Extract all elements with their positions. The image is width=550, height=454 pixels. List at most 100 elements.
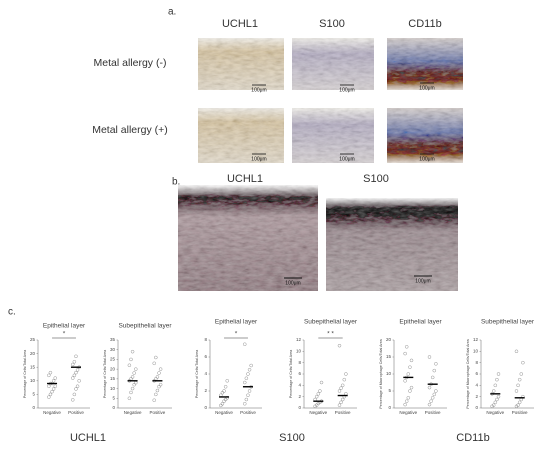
data-point bbox=[74, 354, 78, 359]
data-point bbox=[130, 349, 135, 354]
histology-image bbox=[292, 38, 374, 90]
data-point bbox=[222, 389, 226, 393]
histology-image bbox=[387, 38, 463, 90]
y-tick-label: 25 bbox=[30, 337, 36, 342]
data-point bbox=[340, 383, 345, 388]
y-tick-label: 0 bbox=[112, 405, 115, 410]
data-point bbox=[496, 394, 501, 399]
data-point bbox=[75, 368, 80, 372]
data-point bbox=[495, 397, 499, 402]
y-tick-label: 2 bbox=[298, 394, 301, 399]
data-point bbox=[244, 397, 249, 402]
x-tick-label: Negative bbox=[309, 410, 327, 415]
scale-label: 100μm bbox=[415, 278, 430, 284]
y-tick-label: 4 bbox=[475, 383, 478, 388]
data-point bbox=[132, 382, 136, 387]
y-tick-label: 20 bbox=[386, 337, 392, 342]
data-point bbox=[220, 391, 225, 395]
data-point bbox=[72, 373, 77, 378]
data-point bbox=[154, 392, 158, 397]
data-point bbox=[403, 402, 407, 407]
data-point bbox=[132, 371, 136, 375]
y-tick-label: 0 bbox=[204, 405, 207, 410]
data-point bbox=[50, 389, 54, 394]
data-point bbox=[155, 388, 160, 393]
data-point bbox=[427, 355, 432, 359]
y-tick-label: 2 bbox=[475, 394, 478, 399]
x-tick-label: Positive bbox=[335, 410, 351, 415]
scale-label: 100μm bbox=[419, 85, 434, 91]
y-tick-label: 6 bbox=[204, 354, 207, 359]
x-tick-label: Negative bbox=[399, 410, 417, 415]
y-tick-label: 10 bbox=[30, 378, 36, 383]
x-tick-label: Positive bbox=[150, 410, 166, 415]
data-point bbox=[318, 389, 322, 393]
y-axis-label: Percentage of Cells/Total Area bbox=[23, 350, 27, 398]
scale-bar: 100μm bbox=[339, 153, 355, 162]
histology-image bbox=[326, 198, 458, 291]
data-point bbox=[158, 382, 163, 387]
data-point bbox=[243, 380, 247, 385]
y-tick-label: 12 bbox=[296, 337, 302, 342]
histology-image bbox=[292, 108, 374, 163]
data-point bbox=[127, 396, 132, 400]
data-point bbox=[243, 342, 247, 346]
scale-label: 100μm bbox=[251, 156, 266, 162]
y-tick-label: 2 bbox=[204, 388, 207, 393]
y-tick-label: 0 bbox=[32, 405, 35, 410]
row-label: Metal allergy (-) bbox=[94, 57, 167, 69]
data-point bbox=[75, 384, 80, 388]
y-tick-label: 15 bbox=[30, 364, 36, 369]
chart-title: Subepithelial layer bbox=[481, 319, 535, 326]
data-point bbox=[223, 397, 228, 402]
data-point bbox=[516, 403, 520, 407]
data-point bbox=[222, 399, 226, 403]
data-point bbox=[492, 389, 496, 393]
data-point bbox=[434, 362, 438, 366]
y-tick-label: 15 bbox=[110, 376, 116, 381]
y-tick-label: 8 bbox=[475, 360, 478, 365]
row-label: Metal allergy (+) bbox=[92, 124, 168, 136]
data-point bbox=[339, 386, 343, 390]
y-tick-label: 0 bbox=[388, 405, 391, 410]
chart-title: Subepithelial layer bbox=[304, 319, 358, 326]
data-point bbox=[432, 368, 436, 373]
data-point bbox=[246, 372, 250, 376]
y-tick-label: 15 bbox=[386, 354, 392, 359]
y-axis-label: Percentage of Macrophage Cells/Total Are… bbox=[379, 339, 383, 408]
scale-bar: 100μm bbox=[414, 275, 432, 284]
chart-title: Epithelial layer bbox=[215, 319, 258, 326]
data-point bbox=[71, 362, 75, 367]
x-tick-label: Positive bbox=[425, 410, 441, 415]
data-point bbox=[344, 372, 348, 376]
scale-bar: 100μm bbox=[419, 153, 435, 162]
data-point bbox=[517, 400, 522, 405]
data-point bbox=[53, 376, 57, 380]
y-axis-label: Percentage of Cells/Total Area bbox=[289, 350, 293, 398]
y-tick-label: 30 bbox=[110, 347, 116, 352]
data-point bbox=[432, 392, 436, 397]
scale-label: 100μm bbox=[285, 280, 300, 286]
scale-bar: 100μm bbox=[419, 82, 435, 91]
scale-bar: 100μm bbox=[284, 277, 302, 286]
histology-image bbox=[178, 185, 318, 291]
data-point bbox=[495, 377, 499, 382]
data-point bbox=[48, 370, 53, 375]
x-tick-label: Negative bbox=[124, 410, 142, 415]
data-point bbox=[406, 396, 411, 400]
panel-label: a. bbox=[168, 7, 176, 18]
data-point bbox=[77, 379, 81, 383]
y-tick-label: 20 bbox=[30, 351, 36, 356]
chart-title: Subepithelial layer bbox=[118, 323, 172, 330]
data-point bbox=[492, 403, 496, 407]
column-header: CD11b bbox=[408, 18, 441, 30]
data-point bbox=[154, 377, 158, 381]
column-header: UCHL1 bbox=[222, 18, 258, 30]
data-point bbox=[71, 398, 75, 402]
data-point bbox=[430, 375, 435, 380]
data-point bbox=[316, 392, 321, 396]
panel-label: c. bbox=[8, 307, 16, 318]
scale-label: 100μm bbox=[339, 156, 354, 162]
data-point bbox=[337, 403, 342, 407]
